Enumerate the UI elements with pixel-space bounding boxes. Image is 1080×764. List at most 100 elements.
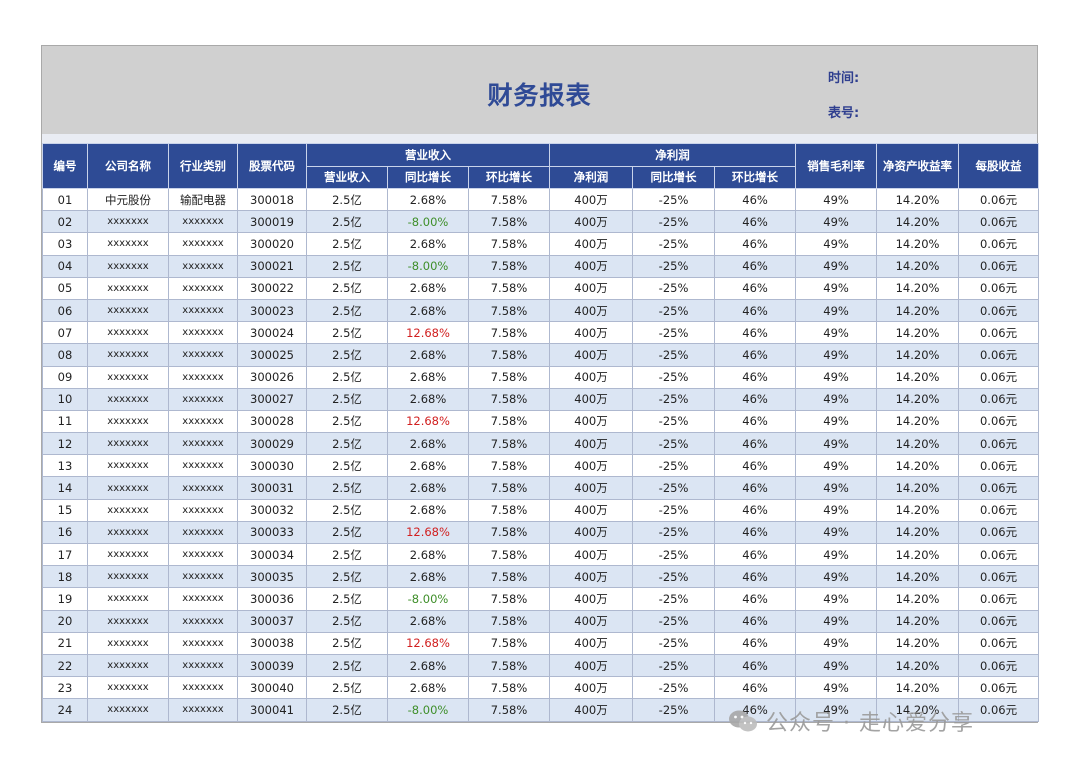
cell-mom: 7.58%: [467, 542, 551, 567]
cell-profit-mom: 46%: [714, 520, 797, 545]
cell-no: 09: [42, 365, 88, 389]
cell-yoy: -8.00%: [387, 698, 469, 722]
table-row: 24 xxxxxxx xxxxxxx 300041 2.5亿 -8.00% 7.58% 400…: [42, 698, 1040, 722]
cell-eps: 0.06元: [958, 321, 1040, 345]
cell-profit-yoy: -25%: [632, 542, 716, 567]
col-header-roe[interactable]: 净资产收益率: [876, 143, 960, 189]
col-header-revenue[interactable]: 营业收入: [306, 165, 388, 189]
cell-industry: xxxxxxx: [168, 698, 238, 722]
table-row: 13 xxxxxxx xxxxxxx 300030 2.5亿 2.68% 7.58% 400万…: [42, 454, 1040, 478]
cell-mom: 7.58%: [467, 631, 551, 655]
cell-roe: 14.20%: [876, 321, 960, 345]
cell-no: 07: [42, 321, 88, 345]
cell-revenue: 2.5亿: [306, 276, 388, 300]
col-header-gross-margin[interactable]: 销售毛利率: [795, 143, 878, 189]
cell-revenue: 2.5亿: [306, 365, 388, 389]
col-header-profit-yoy[interactable]: 同比增长: [632, 165, 716, 189]
cell-profit-mom: 46%: [714, 365, 797, 389]
cell-profit-yoy: -25%: [632, 520, 716, 545]
financial-report: 财务报表 时间: 表号: 编号 公司名称 行业类别 股票代码 营业收入 净利润 …: [41, 45, 1040, 723]
cell-mom: 7.58%: [467, 276, 551, 300]
cell-revenue: 2.5亿: [306, 653, 388, 678]
col-header-revenue-mom[interactable]: 环比增长: [467, 165, 551, 189]
cell-eps: 0.06元: [958, 498, 1040, 522]
cell-roe: 14.20%: [876, 653, 960, 678]
banner-divider: [42, 134, 1037, 143]
table-row: 17 xxxxxxx xxxxxxx 300034 2.5亿 2.68% 7.58% 400万…: [42, 542, 1040, 567]
cell-eps: 0.06元: [958, 254, 1040, 278]
col-group-revenue[interactable]: 营业收入: [305, 143, 551, 167]
cell-gross-margin: 49%: [795, 609, 878, 633]
cell-profit-mom: 46%: [714, 298, 797, 323]
col-header-company[interactable]: 公司名称: [87, 143, 169, 189]
cell-no: 03: [42, 232, 88, 256]
cell-profit: 400万: [549, 276, 634, 300]
col-group-profit[interactable]: 净利润: [549, 143, 797, 167]
cell-roe: 14.20%: [876, 409, 960, 434]
cell-profit: 400万: [549, 343, 634, 367]
col-header-profit[interactable]: 净利润: [549, 165, 634, 189]
cell-profit-mom: 46%: [714, 454, 797, 478]
col-header-revenue-yoy[interactable]: 同比增长: [387, 165, 469, 189]
report-title: 财务报表: [487, 81, 592, 110]
cell-industry: xxxxxxx: [168, 298, 238, 323]
cell-profit: 400万: [549, 454, 634, 478]
cell-profit-mom: 46%: [714, 609, 797, 633]
cell-gross-margin: 49%: [795, 565, 878, 589]
cell-roe: 14.20%: [876, 542, 960, 567]
cell-profit-yoy: -25%: [632, 454, 716, 478]
cell-profit-yoy: -25%: [632, 210, 716, 234]
cell-code: 300038: [237, 631, 307, 655]
cell-code: 300028: [237, 409, 307, 434]
table-row: 09 xxxxxxx xxxxxxx 300026 2.5亿 2.68% 7.58% 400万…: [42, 365, 1040, 389]
cell-roe: 14.20%: [876, 565, 960, 589]
cell-profit-mom: 46%: [714, 387, 797, 411]
cell-industry: xxxxxxx: [168, 476, 238, 500]
cell-company: xxxxxxx: [87, 232, 169, 256]
cell-company: xxxxxxx: [87, 520, 169, 545]
cell-yoy: 2.68%: [387, 232, 469, 256]
table-row: 22 xxxxxxx xxxxxxx 300039 2.5亿 2.68% 7.58% 400万…: [42, 653, 1040, 678]
cell-revenue: 2.5亿: [306, 565, 388, 589]
col-header-eps[interactable]: 每股收益: [958, 143, 1040, 189]
cell-industry: xxxxxxx: [168, 232, 238, 256]
cell-yoy: 12.68%: [387, 631, 469, 655]
cell-no: 10: [42, 387, 88, 411]
cell-profit-mom: 46%: [714, 587, 797, 611]
cell-industry: xxxxxxx: [168, 432, 238, 456]
cell-company: xxxxxxx: [87, 210, 169, 234]
col-header-code[interactable]: 股票代码: [237, 143, 307, 189]
cell-industry: xxxxxxx: [168, 210, 238, 234]
cell-roe: 14.20%: [876, 387, 960, 411]
cell-industry: xxxxxxx: [168, 631, 238, 655]
cell-industry: xxxxxxx: [168, 520, 238, 545]
report-table: 编号 公司名称 行业类别 股票代码 营业收入 净利润 销售毛利率 净资产收益率 …: [42, 143, 1040, 722]
cell-no: 04: [42, 254, 88, 278]
table-number-label: 表号:: [828, 106, 860, 121]
cell-yoy: 2.68%: [387, 276, 469, 300]
cell-company: xxxxxxx: [87, 542, 169, 567]
col-header-industry[interactable]: 行业类别: [168, 143, 238, 189]
table-row: 07 xxxxxxx xxxxxxx 300024 2.5亿 12.68% 7.58% 400…: [42, 321, 1040, 345]
cell-profit-yoy: -25%: [632, 565, 716, 589]
cell-profit: 400万: [549, 409, 634, 434]
cell-industry: 输配电器: [168, 187, 238, 212]
col-header-no[interactable]: 编号: [42, 143, 88, 189]
cell-profit-mom: 46%: [714, 321, 797, 345]
cell-eps: 0.06元: [958, 387, 1040, 411]
cell-yoy: 2.68%: [387, 653, 469, 678]
cell-profit: 400万: [549, 365, 634, 389]
cell-no: 16: [42, 520, 88, 545]
cell-roe: 14.20%: [876, 232, 960, 256]
watermark-text: 公众号 · 走心爱分享: [766, 711, 974, 736]
cell-roe: 14.20%: [876, 365, 960, 389]
col-header-profit-mom[interactable]: 环比增长: [714, 165, 797, 189]
cell-no: 18: [42, 565, 88, 589]
cell-company: 中元股份: [87, 187, 169, 212]
cell-gross-margin: 49%: [795, 676, 878, 700]
cell-no: 14: [42, 476, 88, 500]
cell-no: 06: [42, 298, 88, 323]
cell-mom: 7.58%: [467, 565, 551, 589]
cell-revenue: 2.5亿: [306, 298, 388, 323]
cell-mom: 7.58%: [467, 698, 551, 722]
